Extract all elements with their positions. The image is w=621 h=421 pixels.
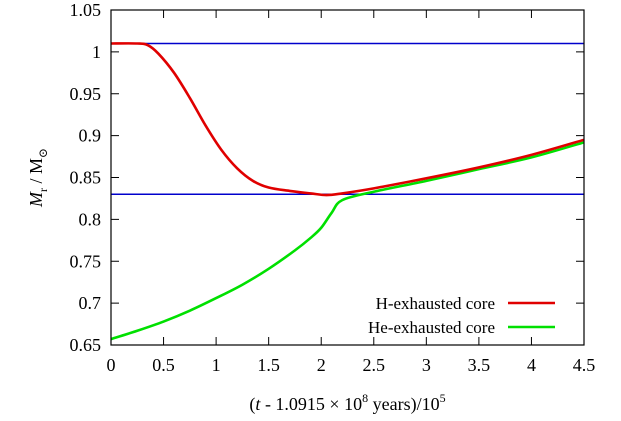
y-axis-label-rest: / M (26, 158, 46, 188)
x-axis-label-rest: - 1.0915 × 10 (260, 394, 362, 414)
y-axis-label-sun: ⊙ (36, 148, 50, 158)
x-axis-label-sup: 8 (362, 391, 368, 405)
y-tick-label: 0.85 (70, 168, 102, 188)
y-tick-label: 0.9 (79, 126, 102, 146)
x-tick-label: 2 (317, 355, 326, 375)
series-layer (110, 42, 585, 341)
x-tick-label: 1.5 (257, 355, 280, 375)
x-tick-label: 4 (527, 355, 536, 375)
y-tick-label: 0.8 (79, 209, 102, 229)
y-tick-label: 1.05 (70, 0, 102, 20)
x-tick-label: 1 (212, 355, 221, 375)
x-axis-label-t: t (255, 394, 261, 414)
x-tick-label: 2.5 (363, 355, 386, 375)
y-axis-label-sub: r (36, 188, 50, 192)
y-tick-label: 0.7 (79, 293, 102, 313)
y-tick-label: 0.95 (70, 84, 102, 104)
y-tick-label: 0.65 (70, 335, 102, 355)
y-tick-label: 1 (92, 42, 101, 62)
x-axis-label-open: ( (249, 394, 255, 415)
x-axis-label-sup2: 5 (440, 391, 446, 405)
legend: H-exhausted core He-exhausted core (368, 294, 555, 337)
series-line-he-exhausted-core (110, 141, 585, 341)
legend-label-he-exhausted-core: He-exhausted core (368, 318, 495, 337)
x-tick-label: 0.5 (152, 355, 175, 375)
x-tick-label: 0 (107, 355, 116, 375)
x-tick-label: 4.5 (573, 355, 596, 375)
plot-frame (110, 9, 585, 346)
x-tick-label: 3.5 (468, 355, 491, 375)
legend-label-h-exhausted-core: H-exhausted core (376, 294, 495, 313)
x-axis-label-tail: years)/10 (368, 394, 439, 415)
y-axis-label: Mr / M⊙ (26, 148, 50, 208)
x-axis-label: (t - 1.0915 × 108 years)/105 (249, 391, 445, 415)
ticks-layer: 0 0.5 1 1.5 2 2.5 3 3.5 4 4.5 0.65 0.7 0.75 0.8 0.85 0.… (70, 0, 596, 375)
y-axis-label-m: M (26, 191, 46, 208)
series-line-h-exhausted-core (110, 42, 585, 197)
x-tick-label: 3 (422, 355, 431, 375)
y-tick-label: 0.75 (70, 251, 102, 271)
